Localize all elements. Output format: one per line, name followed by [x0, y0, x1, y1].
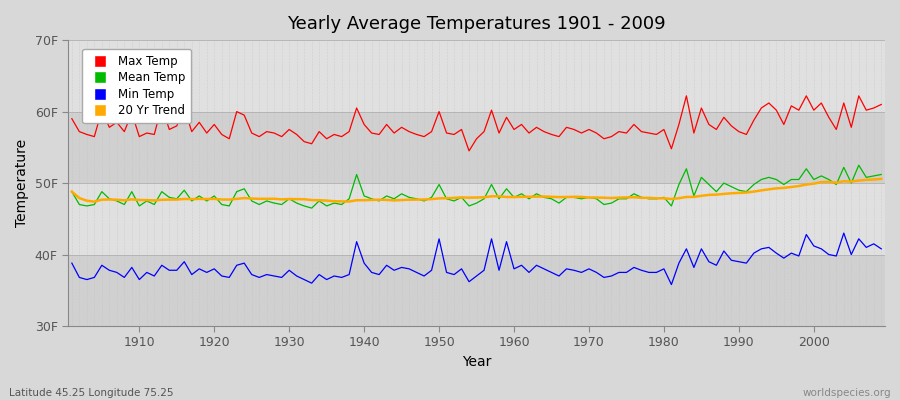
Y-axis label: Temperature: Temperature	[15, 139, 29, 227]
Bar	[68, 254, 885, 326]
Title: Yearly Average Temperatures 1901 - 2009: Yearly Average Temperatures 1901 - 2009	[287, 15, 666, 33]
Text: worldspecies.org: worldspecies.org	[803, 388, 891, 398]
X-axis label: Year: Year	[462, 355, 491, 369]
Bar	[68, 112, 885, 183]
Bar	[68, 183, 885, 254]
Text: Latitude 45.25 Longitude 75.25: Latitude 45.25 Longitude 75.25	[9, 388, 174, 398]
Bar	[68, 40, 885, 112]
Legend: Max Temp, Mean Temp, Min Temp, 20 Yr Trend: Max Temp, Mean Temp, Min Temp, 20 Yr Tre…	[82, 49, 191, 123]
